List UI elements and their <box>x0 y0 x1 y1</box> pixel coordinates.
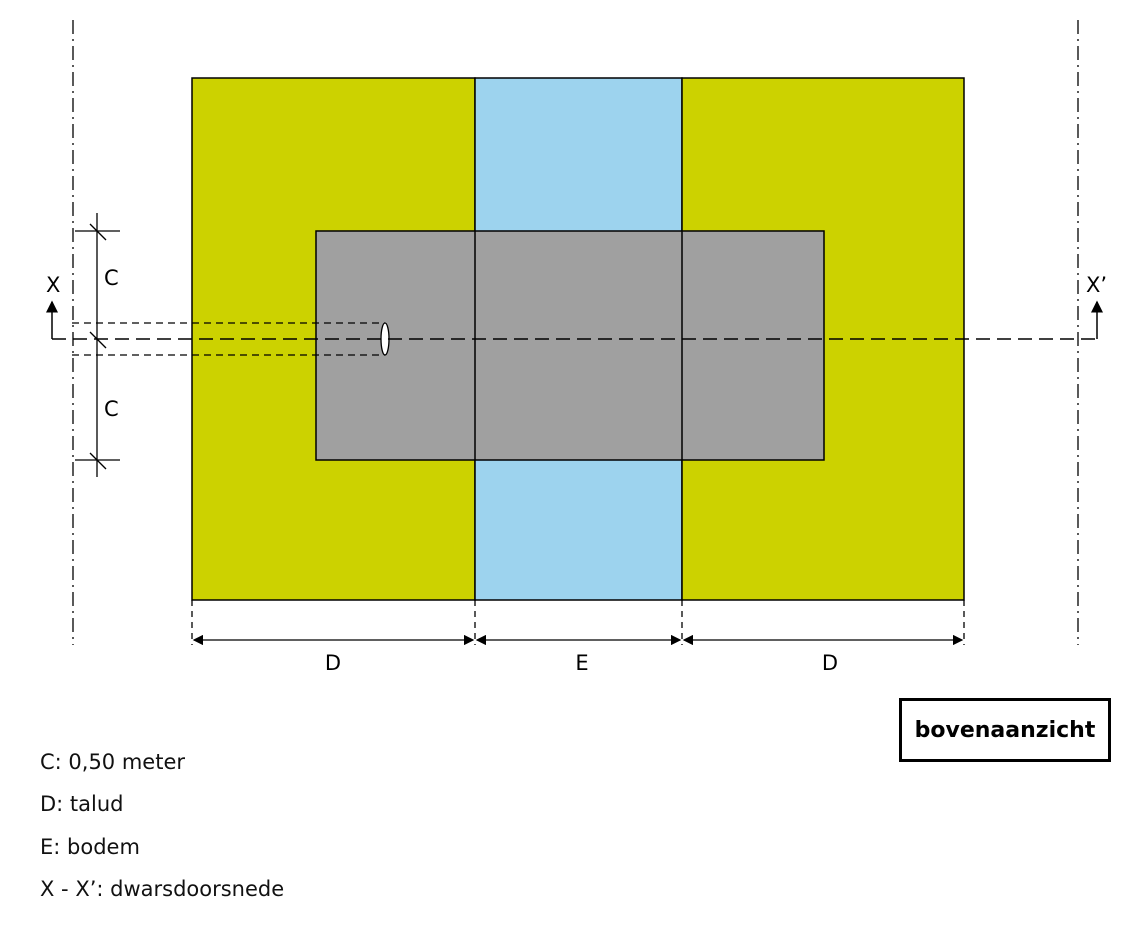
dimension-c <box>75 213 120 477</box>
label-e: E <box>575 651 588 675</box>
legend-item: C: 0,50 meter <box>40 750 186 774</box>
label-c-bottom: C <box>104 397 119 421</box>
label-c-top: C <box>104 266 119 290</box>
dimension-bottom <box>191 600 965 646</box>
legend-item: D: talud <box>40 792 124 816</box>
label-x-right: X’ <box>1086 273 1107 297</box>
view-title: bovenaanzicht <box>899 698 1111 762</box>
grey-zone <box>315 230 825 461</box>
label-d-left: D <box>325 651 341 675</box>
legend-item: X - X’: dwarsdoorsnede <box>40 877 285 901</box>
label-d-right: D <box>822 651 838 675</box>
label-x-left: X <box>46 273 60 297</box>
legend-item: E: bodem <box>40 835 140 859</box>
